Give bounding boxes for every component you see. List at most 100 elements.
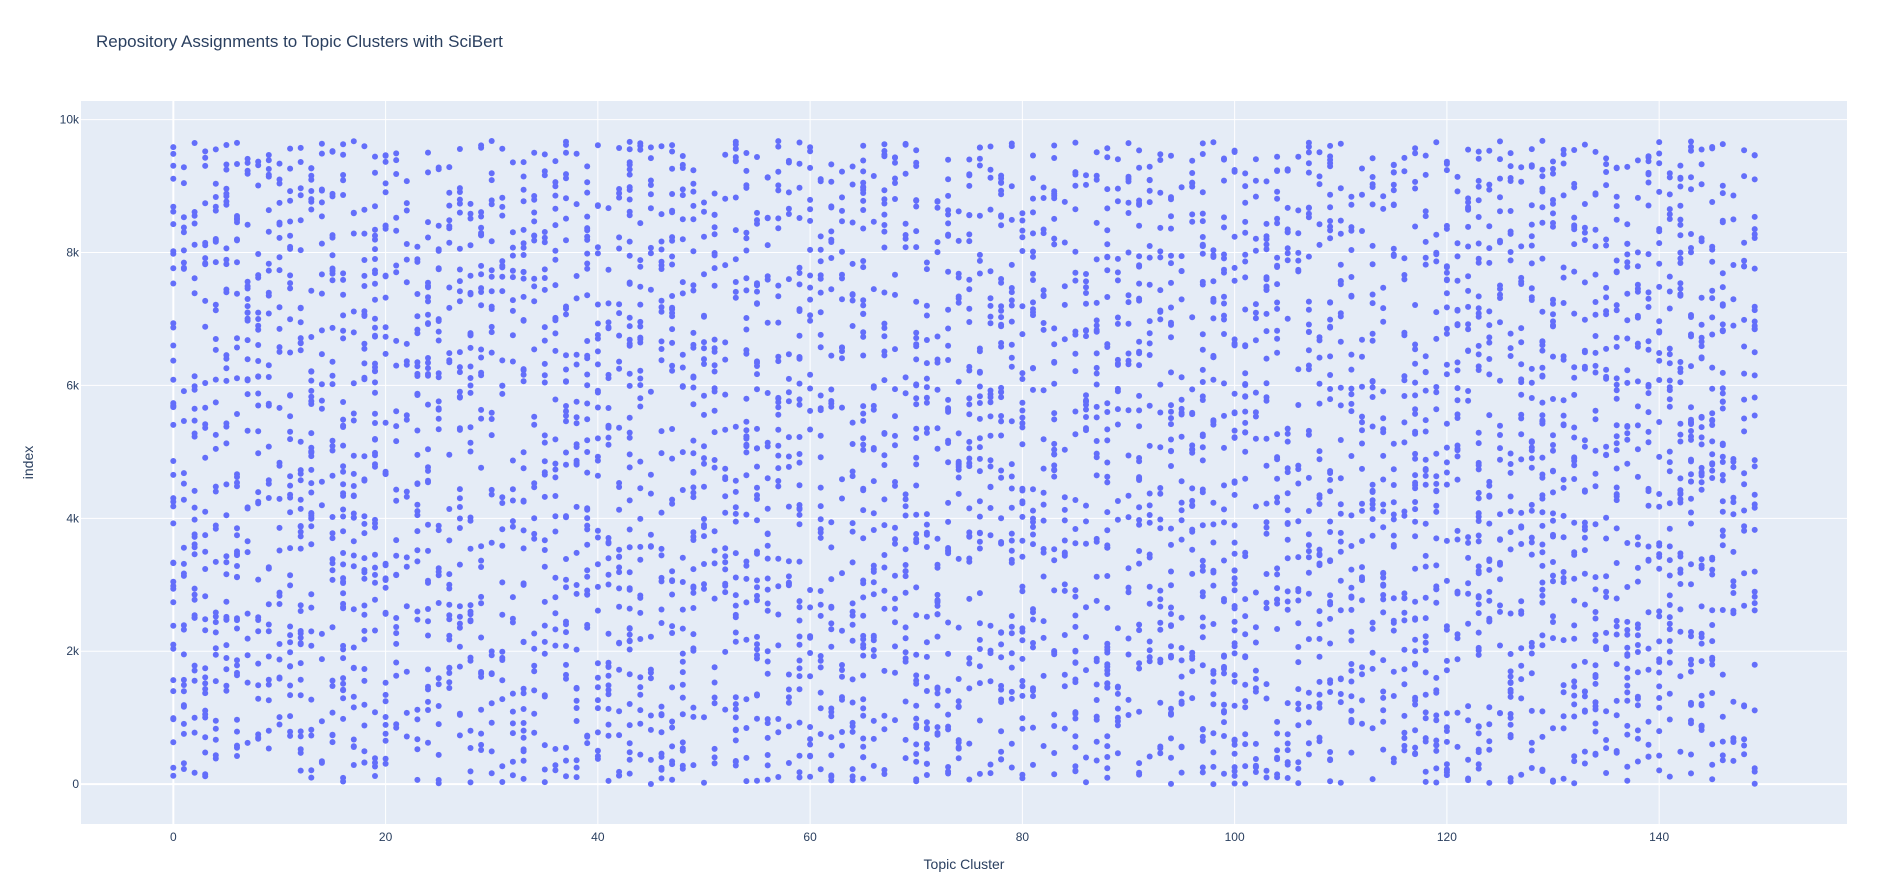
data-point [764,555,771,562]
data-point [1157,409,1164,416]
data-point [244,155,251,162]
data-point [1422,456,1429,463]
data-point [743,472,750,479]
data-point [170,357,177,364]
data-point [860,168,867,175]
data-point [1316,560,1323,567]
data-point [1603,745,1610,752]
data-point [1624,644,1631,651]
data-point [701,208,707,215]
data-point [732,194,739,201]
data-point [1571,147,1578,153]
data-point [1136,147,1143,154]
data-point [1677,606,1684,613]
data-point [1390,693,1397,699]
data-point [669,496,676,503]
data-point [191,714,198,721]
data-point [658,238,665,245]
data-point [1465,756,1472,763]
data-point [913,454,920,461]
data-point [1008,297,1015,304]
data-point [1316,181,1323,188]
data-point [563,378,569,385]
data-point [393,157,400,164]
data-point [1221,482,1227,489]
data-point [966,455,973,462]
data-point [1592,416,1599,423]
data-point [1592,362,1599,369]
data-point [276,641,283,647]
data-point [1252,309,1259,316]
data-point [764,658,771,665]
data-point [679,236,686,243]
data-point [1221,663,1227,670]
data-point [308,480,315,487]
data-point [1380,193,1387,200]
data-point [1221,266,1227,273]
data-point [1093,472,1100,479]
data-point [1019,414,1026,421]
data-point [287,713,294,720]
data-point [1666,216,1673,222]
data-point [340,575,347,582]
data-point [1274,195,1281,202]
data-point [998,748,1005,755]
data-point [1497,291,1503,298]
data-point [1093,655,1100,662]
data-point [1168,705,1174,712]
data-point [754,777,760,784]
data-point [1210,295,1217,302]
data-point [679,625,686,632]
data-point [467,200,474,207]
data-point [414,326,421,333]
data-point [1751,372,1758,379]
data-point [626,146,633,153]
data-point [669,684,676,691]
data-point [170,641,177,648]
data-point [807,196,814,203]
data-point [1486,371,1493,378]
data-point [849,419,856,426]
data-point [276,219,283,226]
data-point [1645,753,1652,760]
data-point [839,495,845,502]
data-point [1061,506,1068,513]
data-point [1019,625,1026,632]
data-point [1305,719,1312,726]
data-point [1624,763,1631,770]
data-point [1019,655,1026,662]
data-point [1316,608,1323,615]
data-point [1114,314,1121,321]
data-point [679,658,686,665]
data-point [1157,287,1164,294]
data-point [393,337,400,344]
data-point [488,288,495,295]
data-point [764,319,771,326]
data-point [1581,658,1588,665]
data-point [276,714,283,721]
data-point [1401,419,1408,426]
data-point [1486,520,1493,527]
data-point [775,442,782,449]
data-point [1030,640,1036,646]
data-point [1550,619,1556,625]
data-point [1454,411,1461,418]
data-point [987,413,994,420]
data-point [1624,430,1631,437]
data-point [1337,310,1344,317]
data-point [892,346,898,353]
data-point [1114,714,1121,721]
data-point [1274,349,1281,356]
data-point [955,624,962,631]
data-point [202,154,209,161]
data-point [775,293,782,300]
data-point [329,576,336,583]
data-point [1751,600,1758,607]
y-tick-label: 4k [66,511,80,525]
data-point [573,150,580,157]
data-point [1709,661,1716,668]
data-point [297,159,304,165]
data-point [987,678,994,685]
data-point [456,278,463,285]
data-point [658,703,665,710]
